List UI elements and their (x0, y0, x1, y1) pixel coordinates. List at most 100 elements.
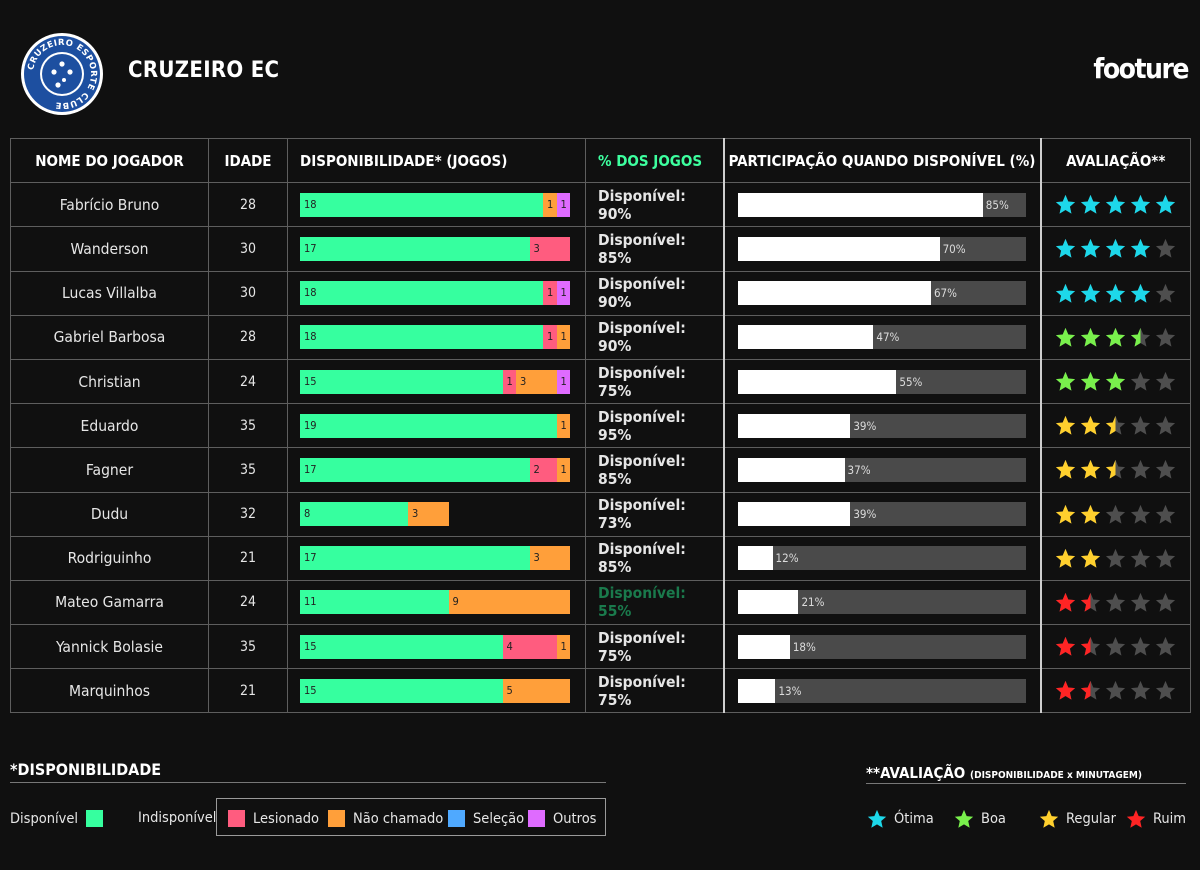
availability-bar: 15 1 3 1 (300, 369, 585, 394)
star-icon (1126, 809, 1146, 828)
availability-bar: 15 4 1 (300, 634, 585, 659)
column-header-participation: PARTICIPAÇÃO QUANDO DISPONÍVEL (%) (722, 137, 1041, 184)
participation-cell: 55% (722, 358, 1041, 405)
participation-label: 67% (933, 286, 957, 301)
rating-stars (1042, 193, 1191, 216)
rating-cell (1039, 447, 1191, 493)
availability-bar: 17 3 (300, 236, 585, 261)
page-title: CRUZEIRO EC (128, 58, 280, 83)
availability-cell: 18 1 1 (287, 270, 586, 316)
pct-games-label: Disponível: 90% (585, 314, 724, 360)
rating-cell (1039, 579, 1191, 626)
availability-cell: 18 1 1 (287, 314, 586, 360)
star-empty-icon (1156, 504, 1176, 524)
participation-cell: 18% (722, 624, 1041, 670)
bar-segment-nao-chamado: 1 (556, 413, 570, 438)
availability-bar: 11 9 (300, 590, 585, 615)
star-empty-icon (1156, 681, 1176, 700)
star-icon (954, 809, 974, 828)
star-filled-icon (1106, 195, 1126, 214)
participation-fill (738, 457, 845, 482)
participation-label: 18% (792, 639, 816, 654)
bar-segment-nao-chamado: 3 (529, 546, 570, 571)
bar-segment-available: 15 (300, 678, 503, 703)
bar-segment-lesionado: 1 (543, 325, 557, 350)
participation-fill (738, 369, 897, 394)
star-half-icon (1131, 327, 1151, 347)
star-filled-icon (1081, 460, 1101, 480)
availability-cell: 17 3 (287, 226, 586, 272)
brand-logo: footure (1093, 52, 1189, 85)
participation-label: 39% (853, 507, 877, 522)
bar-segment-outros: 1 (556, 369, 570, 394)
star-filled-icon (1081, 548, 1101, 568)
table-row: Fabrício Bruno 28 18 1 1 Disponível: 90% 85% (10, 182, 1191, 228)
participation-fill (738, 192, 983, 217)
star-half-icon (1081, 681, 1101, 700)
player-name: Gabriel Barbosa (10, 314, 209, 360)
player-age: 28 (208, 182, 288, 228)
participation-cell: 70% (722, 226, 1041, 272)
legend-label: Seleção (473, 810, 525, 827)
availability-bar: 15 5 (300, 678, 585, 703)
rating-legend-label: Ótima (894, 811, 934, 827)
table-row: Mateo Gamarra 24 11 9 Disponível: 55% 21% (10, 579, 1191, 626)
rating-cell (1039, 624, 1191, 670)
legend-label: Não chamado (353, 810, 444, 827)
participation-label: 39% (853, 418, 877, 433)
bar-segment-nao-chamado: 1 (556, 634, 570, 659)
bar-segment-lesionado: 1 (502, 369, 516, 394)
rating-legend-otima: Ótima (866, 808, 934, 830)
participation-fill (738, 546, 773, 571)
participation-fill (738, 678, 776, 703)
player-name: Lucas Villalba (10, 270, 209, 316)
star-filled-icon (1056, 283, 1076, 303)
participation-fill (738, 413, 851, 438)
pct-games-label: Disponível: 73% (585, 491, 724, 537)
participation-label: 13% (778, 683, 802, 698)
participation-bar: 47% (738, 325, 1026, 350)
column-header-rating: AVALIAÇÃO** (1039, 137, 1191, 184)
pct-games-label: Disponível: 90% (585, 270, 724, 316)
legend-unavailable-box (216, 798, 606, 836)
player-age: 32 (208, 491, 288, 537)
participation-cell: 47% (722, 314, 1041, 360)
star-filled-icon (1131, 239, 1151, 259)
star-empty-icon (1106, 504, 1126, 524)
participation-label: 12% (775, 551, 799, 566)
table-row: Yannick Bolasie 35 15 4 1 Disponível: 75% 18% (10, 624, 1191, 670)
star-filled-icon (1056, 239, 1076, 259)
star-filled-icon (1081, 239, 1101, 259)
rating-stars (1042, 326, 1191, 349)
rating-stars (1042, 679, 1191, 702)
star-empty-icon (1131, 548, 1151, 568)
bar-segment-lesionado: 4 (502, 634, 557, 659)
rating-stars (1042, 237, 1191, 260)
rating-stars (1042, 635, 1191, 658)
pct-games-label: Disponível: 55% (585, 579, 724, 626)
participation-cell: 37% (722, 447, 1041, 493)
participation-bar: 70% (738, 236, 1026, 261)
star-empty-icon (1131, 504, 1151, 524)
participation-cell: 21% (722, 579, 1041, 626)
availability-cell: 15 1 3 1 (287, 358, 586, 405)
player-age: 30 (208, 226, 288, 272)
table-row: Fagner 35 17 2 1 Disponível: 85% 37% (10, 447, 1191, 493)
star-filled-icon (1081, 416, 1101, 435)
star-filled-icon (1131, 195, 1151, 214)
bar-segment-nao-chamado: 1 (556, 325, 570, 350)
bar-segment-nao-chamado: 5 (502, 678, 570, 703)
player-age: 24 (208, 358, 288, 405)
participation-fill (738, 236, 940, 261)
legend-divider (10, 782, 606, 783)
player-name: Mateo Gamarra (10, 579, 209, 626)
bar-segment-nao-chamado: 9 (448, 590, 570, 615)
bar-segment-nao-chamado: 3 (516, 369, 557, 394)
bar-segment-nao-chamado: 3 (408, 502, 449, 527)
player-age: 30 (208, 270, 288, 316)
pct-games-label: Disponível: 90% (585, 182, 724, 228)
bar-segment-available: 8 (300, 502, 408, 527)
rating-stars (1042, 547, 1191, 570)
star-empty-icon (1156, 283, 1176, 303)
